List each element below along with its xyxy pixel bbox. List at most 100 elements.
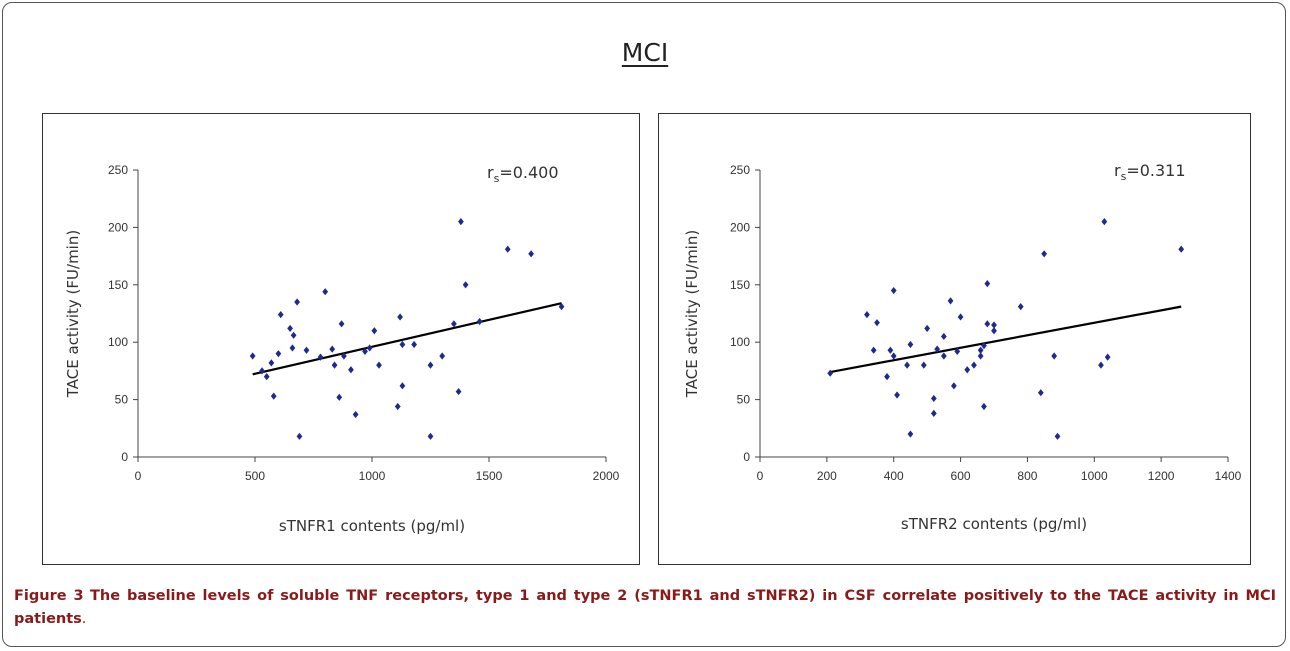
data-point bbox=[270, 392, 277, 400]
data-point bbox=[884, 373, 890, 381]
x-tick-label: 800 bbox=[1017, 469, 1037, 483]
correlation-annotation: rs=0.311 bbox=[1114, 161, 1186, 183]
data-point bbox=[887, 346, 894, 354]
y-tick-label: 100 bbox=[730, 335, 750, 349]
data-point bbox=[558, 303, 565, 311]
rs-value: =0.311 bbox=[1126, 161, 1185, 180]
data-point bbox=[249, 352, 256, 360]
x-tick-label: 0 bbox=[135, 469, 142, 483]
y-tick-label: 150 bbox=[730, 278, 750, 292]
data-point bbox=[528, 250, 534, 258]
data-point bbox=[930, 394, 937, 403]
data-point bbox=[277, 311, 284, 319]
data-point bbox=[951, 382, 957, 390]
caption-text: The baseline levels of soluble TNF recep… bbox=[14, 588, 1276, 627]
rs-subscript: s bbox=[494, 172, 500, 185]
data-point bbox=[1104, 353, 1111, 361]
data-point bbox=[977, 352, 984, 360]
data-point bbox=[1051, 352, 1058, 360]
data-point bbox=[827, 369, 834, 377]
data-point bbox=[338, 320, 345, 328]
data-point bbox=[352, 410, 359, 419]
x-tick-label: 1500 bbox=[476, 469, 503, 483]
y-tick-label: 50 bbox=[115, 393, 129, 407]
data-point bbox=[504, 245, 511, 253]
data-point bbox=[991, 321, 997, 329]
data-point bbox=[1037, 389, 1044, 397]
data-point bbox=[1054, 432, 1061, 440]
data-point bbox=[268, 359, 275, 367]
data-point bbox=[930, 409, 937, 417]
data-point bbox=[394, 402, 401, 411]
x-tick-label: 2000 bbox=[593, 469, 620, 483]
data-point bbox=[984, 280, 991, 288]
data-point bbox=[904, 361, 910, 369]
y-tick-label: 100 bbox=[108, 335, 128, 349]
data-point bbox=[294, 298, 300, 306]
data-point bbox=[348, 366, 354, 374]
data-point bbox=[331, 361, 338, 369]
y-tick-label: 150 bbox=[108, 278, 128, 292]
x-tick-label: 200 bbox=[817, 469, 837, 483]
data-point bbox=[397, 313, 403, 321]
y-tick-label: 200 bbox=[730, 220, 750, 234]
y-axis-label: TACE activity (FU/min) bbox=[64, 230, 82, 398]
data-point bbox=[874, 319, 880, 327]
data-point bbox=[399, 340, 406, 349]
y-tick-label: 50 bbox=[737, 393, 751, 407]
data-point bbox=[462, 281, 469, 289]
data-point bbox=[984, 320, 991, 328]
data-point bbox=[1017, 303, 1024, 311]
scatter-chart-stnfr2: 0 50 100 150 200 250 0 200 400 600 800 1000 1200 1400… bbox=[683, 161, 1242, 533]
data-point bbox=[977, 346, 984, 354]
x-tick-label: 1400 bbox=[1215, 469, 1242, 483]
y-tick-label: 0 bbox=[743, 450, 750, 464]
y-tick-label: 250 bbox=[108, 163, 128, 177]
data-point bbox=[924, 324, 931, 333]
data-point bbox=[940, 352, 947, 360]
data-point bbox=[890, 352, 897, 360]
y-tick-label: 250 bbox=[730, 163, 750, 177]
figure-caption: Figure 3 The baseline levels of soluble … bbox=[14, 585, 1276, 631]
data-point bbox=[371, 327, 378, 335]
data-point bbox=[957, 313, 964, 321]
x-tick-label: 0 bbox=[757, 469, 764, 483]
data-point bbox=[451, 320, 457, 328]
trendline bbox=[829, 305, 1182, 374]
x-tick-label: 1000 bbox=[1081, 469, 1108, 483]
data-point bbox=[455, 387, 462, 396]
data-point bbox=[1098, 361, 1104, 369]
y-axis-label: TACE activity (FU/min) bbox=[683, 230, 701, 398]
trendline bbox=[252, 302, 562, 376]
figure-title: MCI bbox=[621, 38, 669, 67]
y-tick-label: 0 bbox=[121, 450, 128, 464]
x-axis-label: sTNFR1 contents (pg/ml) bbox=[279, 517, 465, 535]
data-point bbox=[1178, 245, 1185, 253]
data-point bbox=[971, 361, 977, 369]
caption-tail: . bbox=[81, 611, 87, 627]
data-point bbox=[870, 346, 877, 354]
x-tick-label: 500 bbox=[245, 469, 265, 483]
data-point bbox=[947, 297, 954, 305]
data-point bbox=[376, 361, 382, 369]
x-tick-label: 1000 bbox=[359, 469, 386, 483]
data-point bbox=[907, 430, 914, 438]
data-point bbox=[981, 402, 987, 411]
x-tick-label: 1200 bbox=[1148, 469, 1175, 483]
data-point bbox=[1101, 218, 1108, 226]
data-point bbox=[341, 352, 347, 360]
chart-panel-stnfr1: 0 50 100 150 200 250 0 500 1000 1500 2000 sTNFR1 co… bbox=[42, 113, 640, 565]
data-point bbox=[322, 288, 329, 296]
data-point bbox=[427, 361, 434, 369]
data-point bbox=[894, 391, 900, 399]
data-point bbox=[329, 345, 336, 353]
data-point bbox=[1041, 250, 1048, 258]
data-point bbox=[920, 361, 927, 369]
data-point bbox=[864, 311, 870, 319]
x-axis-label: sTNFR2 contents (pg/ml) bbox=[901, 515, 1087, 533]
data-point bbox=[890, 286, 897, 295]
data-point bbox=[399, 382, 406, 390]
chart-panel-stnfr2: 0 50 100 150 200 250 0 200 400 600 800 1000 1200 1400… bbox=[658, 113, 1251, 565]
data-point bbox=[476, 317, 483, 326]
